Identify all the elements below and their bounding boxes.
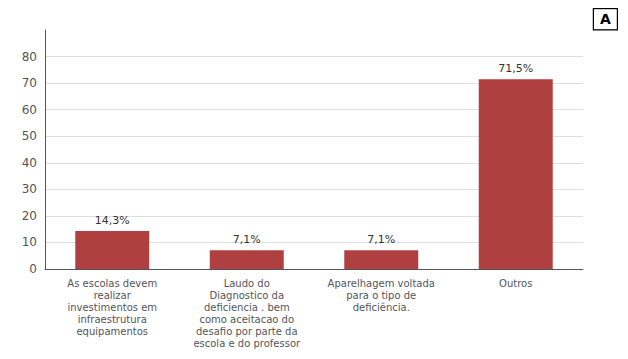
svg-text:60: 60 <box>22 103 37 117</box>
svg-text:desafio por parte da: desafio por parte da <box>196 326 298 337</box>
svg-text:realizar: realizar <box>94 290 132 301</box>
svg-text:0: 0 <box>29 262 37 276</box>
svg-text:71,5%: 71,5% <box>498 62 533 75</box>
svg-text:Aparelhagem voltada: Aparelhagem voltada <box>328 278 435 289</box>
svg-text:A: A <box>600 11 611 27</box>
svg-text:70: 70 <box>22 76 37 90</box>
svg-text:para o tipo de: para o tipo de <box>346 290 416 301</box>
svg-text:30: 30 <box>22 182 37 196</box>
svg-text:80: 80 <box>22 50 37 64</box>
svg-text:deficiencia . bem: deficiencia . bem <box>204 302 290 313</box>
svg-text:deficiência.: deficiência. <box>353 302 410 313</box>
svg-text:Outros: Outros <box>499 278 532 289</box>
svg-text:7,1%: 7,1% <box>367 233 395 246</box>
svg-text:escola e do professor: escola e do professor <box>193 338 301 349</box>
svg-text:7,1%: 7,1% <box>233 233 261 246</box>
svg-text:equipamentos: equipamentos <box>76 326 148 337</box>
svg-text:infraestrutura: infraestrutura <box>78 314 147 325</box>
svg-text:14,3%: 14,3% <box>95 214 130 227</box>
svg-text:investimentos em: investimentos em <box>67 302 157 313</box>
svg-text:50: 50 <box>22 129 37 143</box>
svg-text:Diagnostico da: Diagnostico da <box>209 290 284 301</box>
svg-text:40: 40 <box>22 156 37 170</box>
svg-text:Laudo do: Laudo do <box>224 278 270 289</box>
svg-text:As escolas devem: As escolas devem <box>67 278 157 289</box>
svg-text:10: 10 <box>22 235 37 249</box>
svg-text:como aceitacao do: como aceitacao do <box>199 314 294 325</box>
svg-text:20: 20 <box>22 209 37 223</box>
